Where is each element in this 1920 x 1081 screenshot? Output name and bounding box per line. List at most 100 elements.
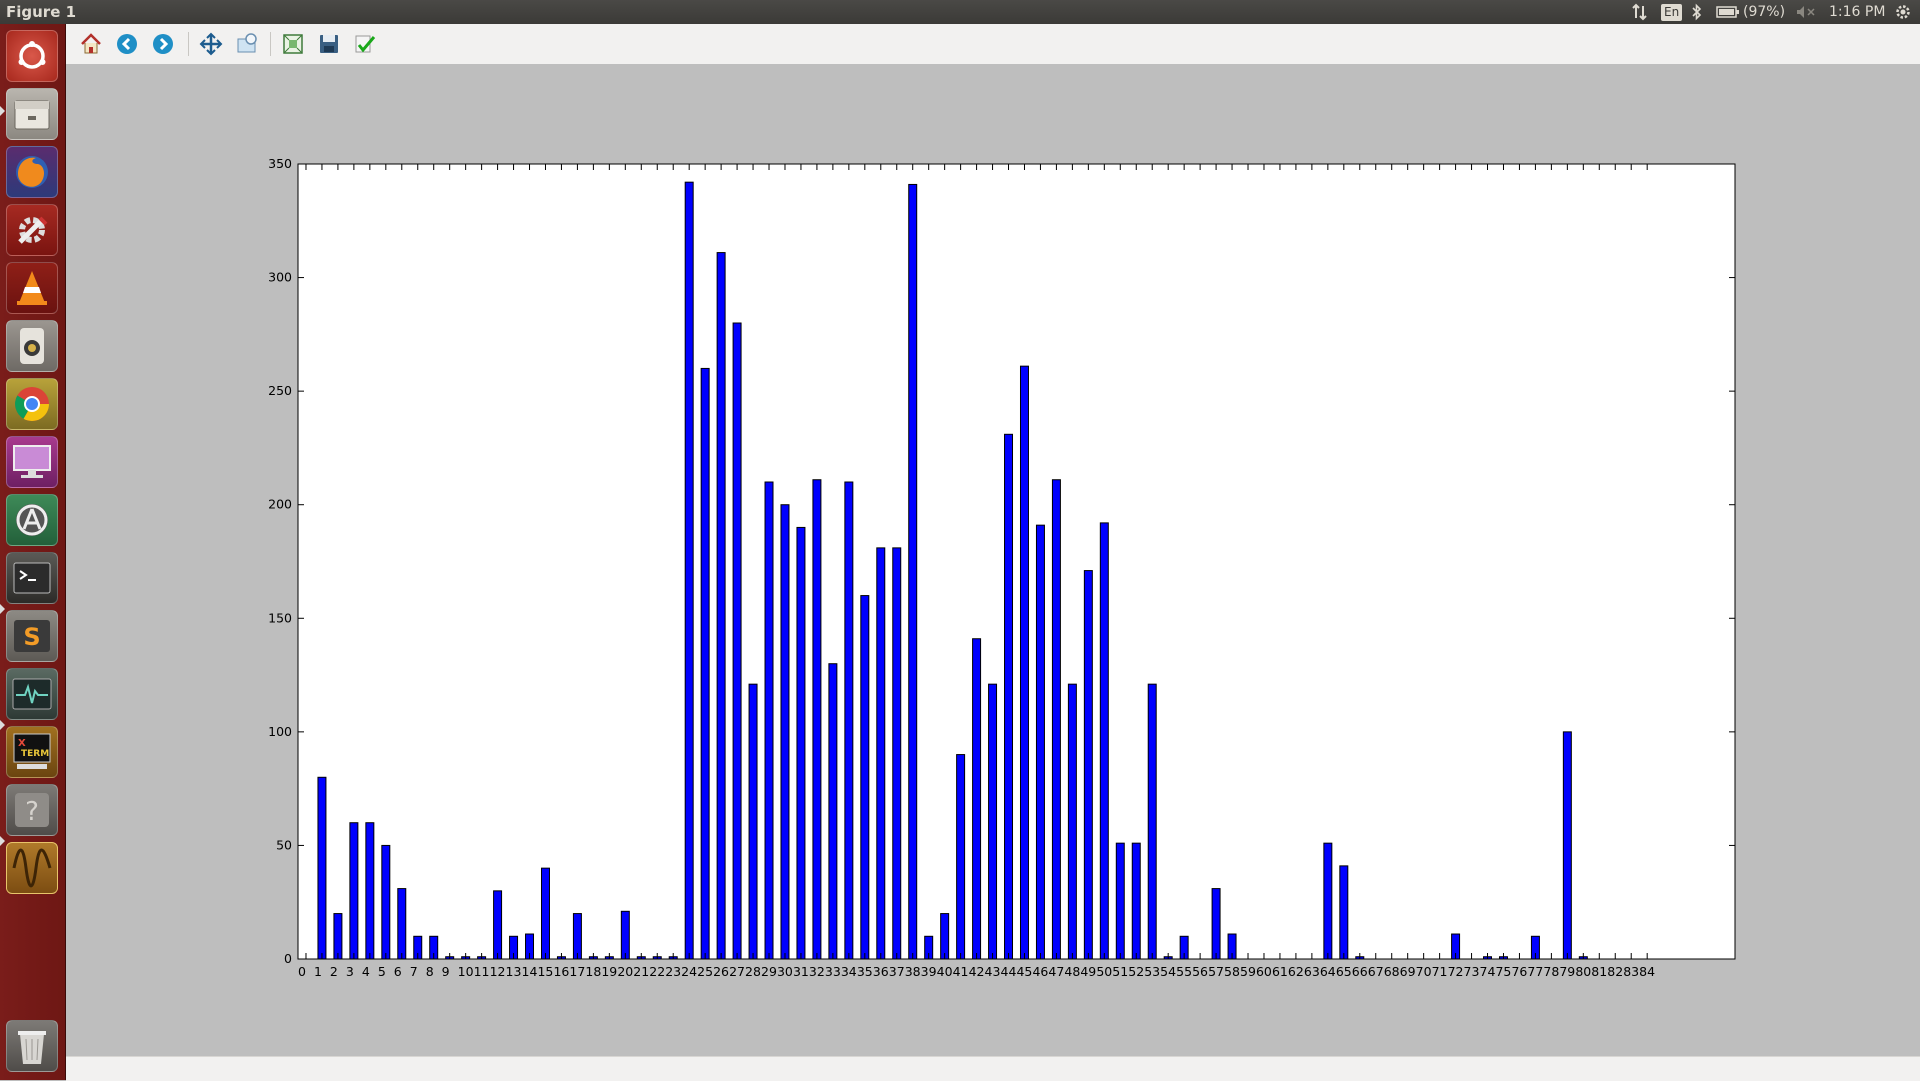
settings-gear-icon[interactable] bbox=[1894, 2, 1912, 22]
figure-toolbar bbox=[66, 24, 1920, 65]
x-tick-label: 23 bbox=[665, 964, 681, 979]
running-indicator bbox=[0, 720, 5, 730]
x-tick-label: 5 bbox=[378, 964, 386, 979]
x-tick-label: 9 bbox=[442, 964, 450, 979]
x-tick-label: 36 bbox=[873, 964, 889, 979]
bar-79 bbox=[1562, 731, 1572, 960]
top-panel: Figure 1 En (97%) 1:16 PM bbox=[0, 0, 1920, 24]
volume-muted-icon[interactable] bbox=[1796, 2, 1816, 22]
system-settings-icon[interactable] bbox=[6, 204, 58, 256]
rhythmbox-icon[interactable] bbox=[6, 320, 58, 372]
x-tick-label: 51 bbox=[1112, 964, 1128, 979]
x-tick-label: 13 bbox=[506, 964, 522, 979]
x-tick-label: 34 bbox=[841, 964, 857, 979]
display-icon[interactable] bbox=[6, 436, 58, 488]
subplots-icon[interactable] bbox=[280, 31, 306, 57]
x-tick-label: 30 bbox=[777, 964, 793, 979]
x-tick-label: 49 bbox=[1080, 964, 1096, 979]
bar-42 bbox=[972, 638, 982, 960]
x-tick-label: 61 bbox=[1272, 964, 1288, 979]
x-tick-label: 26 bbox=[713, 964, 729, 979]
x-tick-label: 73 bbox=[1464, 964, 1480, 979]
keyboard-layout-label: En bbox=[1661, 3, 1683, 21]
x-tick-label: 46 bbox=[1032, 964, 1048, 979]
home-icon[interactable] bbox=[78, 31, 104, 57]
dash-home-icon[interactable] bbox=[6, 30, 58, 82]
x-tick-label: 4 bbox=[362, 964, 370, 979]
help-icon[interactable]: ? bbox=[6, 784, 58, 836]
x-tick-label: 25 bbox=[697, 964, 713, 979]
x-tick-label: 39 bbox=[921, 964, 937, 979]
x-tick-label: 29 bbox=[761, 964, 777, 979]
keyboard-layout-icon[interactable]: En bbox=[1661, 2, 1683, 22]
x-tick-label: 32 bbox=[809, 964, 825, 979]
x-tick-label: 44 bbox=[1001, 964, 1017, 979]
x-tick-label: 27 bbox=[729, 964, 745, 979]
pan-icon[interactable] bbox=[198, 31, 224, 57]
vlc-icon[interactable] bbox=[6, 262, 58, 314]
running-indicator bbox=[0, 604, 5, 614]
bar-36 bbox=[876, 547, 886, 960]
x-tick-label: 65 bbox=[1336, 964, 1352, 979]
chrome-icon[interactable] bbox=[6, 378, 58, 430]
x-tick-label: 50 bbox=[1096, 964, 1112, 979]
bar-35 bbox=[860, 595, 870, 960]
svg-text:TERM: TERM bbox=[21, 749, 49, 759]
trash-icon[interactable] bbox=[6, 1020, 58, 1072]
system-monitor-icon[interactable] bbox=[6, 668, 58, 720]
y-tick-label: 300 bbox=[268, 270, 292, 285]
files-icon[interactable] bbox=[6, 88, 58, 140]
bar-17 bbox=[572, 913, 582, 960]
x-tick-label: 11 bbox=[474, 964, 490, 979]
bar-28 bbox=[748, 683, 758, 960]
bar-2 bbox=[333, 913, 343, 960]
sublime-text-icon[interactable]: S bbox=[6, 610, 58, 662]
x-tick-label: 7 bbox=[410, 964, 418, 979]
software-updater-icon[interactable] bbox=[6, 494, 58, 546]
back-icon[interactable] bbox=[114, 31, 140, 57]
forward-icon[interactable] bbox=[150, 31, 176, 57]
x-tick-label: 40 bbox=[937, 964, 953, 979]
oscilloscope-icon[interactable] bbox=[6, 842, 58, 894]
bar-3 bbox=[349, 822, 359, 960]
x-tick-label: 72 bbox=[1448, 964, 1464, 979]
xterm-icon[interactable]: X TERM bbox=[6, 726, 58, 778]
axes-frame bbox=[297, 163, 1736, 960]
y-tick-label: 350 bbox=[268, 156, 292, 171]
terminal-icon[interactable] bbox=[6, 552, 58, 604]
bar-53 bbox=[1147, 683, 1157, 960]
x-tick-label: 66 bbox=[1352, 964, 1368, 979]
x-tick-label: 67 bbox=[1368, 964, 1384, 979]
x-tick-label: 10 bbox=[458, 964, 474, 979]
bar-50 bbox=[1099, 522, 1109, 960]
bar-20 bbox=[620, 910, 630, 960]
battery-indicator[interactable]: (97%) bbox=[1716, 2, 1785, 22]
y-tick-label: 250 bbox=[268, 383, 292, 398]
bar-27 bbox=[732, 322, 742, 960]
x-tick-label: 3 bbox=[346, 964, 354, 979]
figure-canvas[interactable]: 0 50 100 150 200 250 300 350 0 1 2 3 4 5 6 7 8 9 10 11 12 13 1… bbox=[66, 64, 1920, 1056]
x-tick-label: 2 bbox=[330, 964, 338, 979]
edit-check-icon[interactable] bbox=[352, 31, 378, 57]
x-tick-label: 42 bbox=[969, 964, 985, 979]
bluetooth-icon[interactable] bbox=[1692, 2, 1702, 22]
x-tick-label: 57 bbox=[1208, 964, 1224, 979]
y-tick-label: 100 bbox=[268, 724, 292, 739]
x-tick-label: 0 bbox=[298, 964, 306, 979]
network-arrows-icon[interactable] bbox=[1632, 2, 1648, 22]
x-tick-label: 8 bbox=[426, 964, 434, 979]
x-tick-label: 38 bbox=[905, 964, 921, 979]
bar-30 bbox=[780, 504, 790, 960]
x-tick-label: 71 bbox=[1432, 964, 1448, 979]
running-indicator bbox=[0, 106, 5, 116]
x-tick-label: 83 bbox=[1623, 964, 1639, 979]
clock[interactable]: 1:16 PM bbox=[1829, 4, 1886, 20]
bar-37 bbox=[892, 547, 902, 960]
status-bar bbox=[66, 1056, 1920, 1081]
zoom-icon[interactable] bbox=[234, 31, 260, 57]
save-icon[interactable] bbox=[316, 31, 342, 57]
x-tick-label: 35 bbox=[857, 964, 873, 979]
launcher: S X TERM ? bbox=[0, 24, 66, 1080]
firefox-icon[interactable] bbox=[6, 146, 58, 198]
